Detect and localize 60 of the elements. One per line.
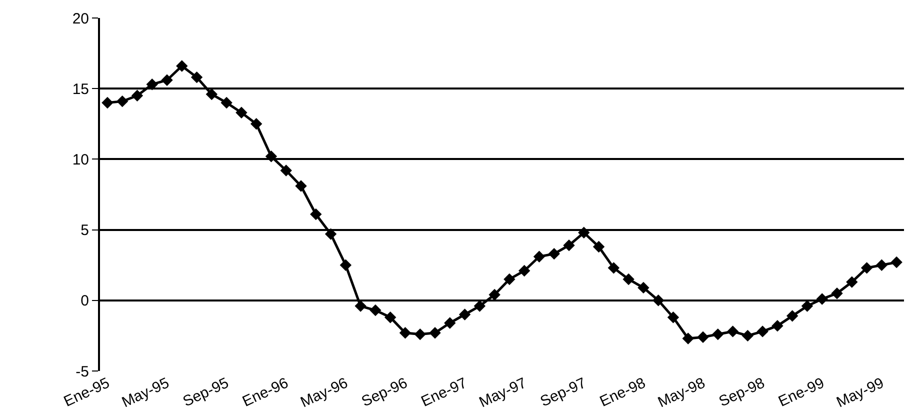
point (176, 60, 188, 72)
point (220, 96, 232, 109)
point (608, 262, 620, 274)
point (236, 106, 248, 118)
point (131, 90, 144, 102)
point (578, 226, 590, 238)
point (697, 331, 709, 343)
point (786, 310, 798, 322)
point (161, 74, 173, 86)
point (370, 304, 382, 316)
point (265, 150, 278, 162)
point (116, 95, 128, 108)
point (354, 300, 366, 312)
point (324, 228, 337, 240)
point (458, 308, 471, 320)
point (488, 288, 500, 301)
y-tick-label: 15 (72, 80, 89, 98)
point (772, 320, 784, 332)
point (801, 300, 814, 312)
point (444, 317, 456, 329)
point (667, 311, 680, 324)
point (429, 327, 441, 339)
point (682, 332, 694, 344)
point (742, 330, 754, 342)
point (533, 250, 546, 262)
y-tick-label: 10 (72, 151, 89, 168)
point (712, 328, 724, 340)
point (726, 326, 739, 338)
point (831, 287, 843, 300)
point (846, 276, 858, 288)
y-tick-label: 20 (72, 10, 89, 28)
point (563, 239, 575, 252)
point (756, 326, 768, 338)
point (622, 273, 634, 286)
point (876, 259, 888, 271)
point (280, 164, 292, 176)
point (414, 328, 426, 340)
point (474, 300, 486, 312)
point (592, 240, 605, 253)
point (548, 248, 560, 260)
y-tick-label: -5 (76, 363, 89, 380)
point (860, 262, 873, 274)
point (518, 264, 530, 277)
point (146, 78, 158, 90)
point (190, 71, 203, 84)
point (250, 118, 262, 130)
point (310, 208, 322, 220)
point (206, 88, 218, 100)
point (102, 96, 114, 109)
point (399, 327, 412, 339)
point (652, 294, 664, 306)
y-tick-label: 5 (80, 222, 89, 240)
y-tick-label: 0 (80, 292, 89, 310)
point (890, 256, 902, 268)
point (295, 180, 307, 192)
point (816, 293, 828, 305)
point (384, 311, 396, 324)
point (504, 273, 516, 286)
point (340, 259, 352, 271)
point (638, 282, 650, 294)
